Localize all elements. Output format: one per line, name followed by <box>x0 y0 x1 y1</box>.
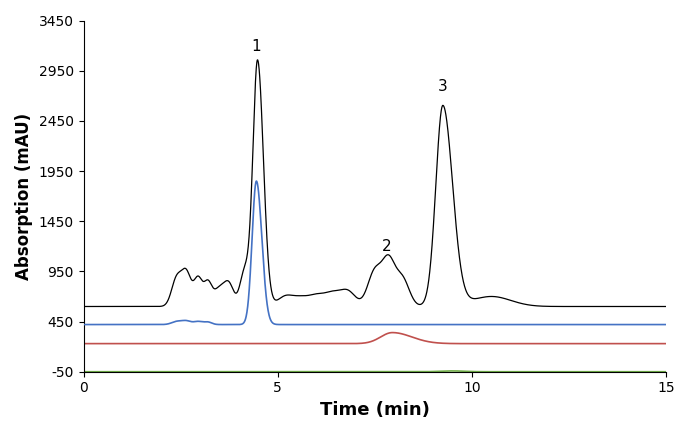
Y-axis label: Absorption (mAU): Absorption (mAU) <box>15 112 33 279</box>
Text: 1: 1 <box>252 39 262 54</box>
Text: 2: 2 <box>382 239 391 254</box>
X-axis label: Time (min): Time (min) <box>320 401 430 419</box>
Text: 3: 3 <box>438 79 448 94</box>
